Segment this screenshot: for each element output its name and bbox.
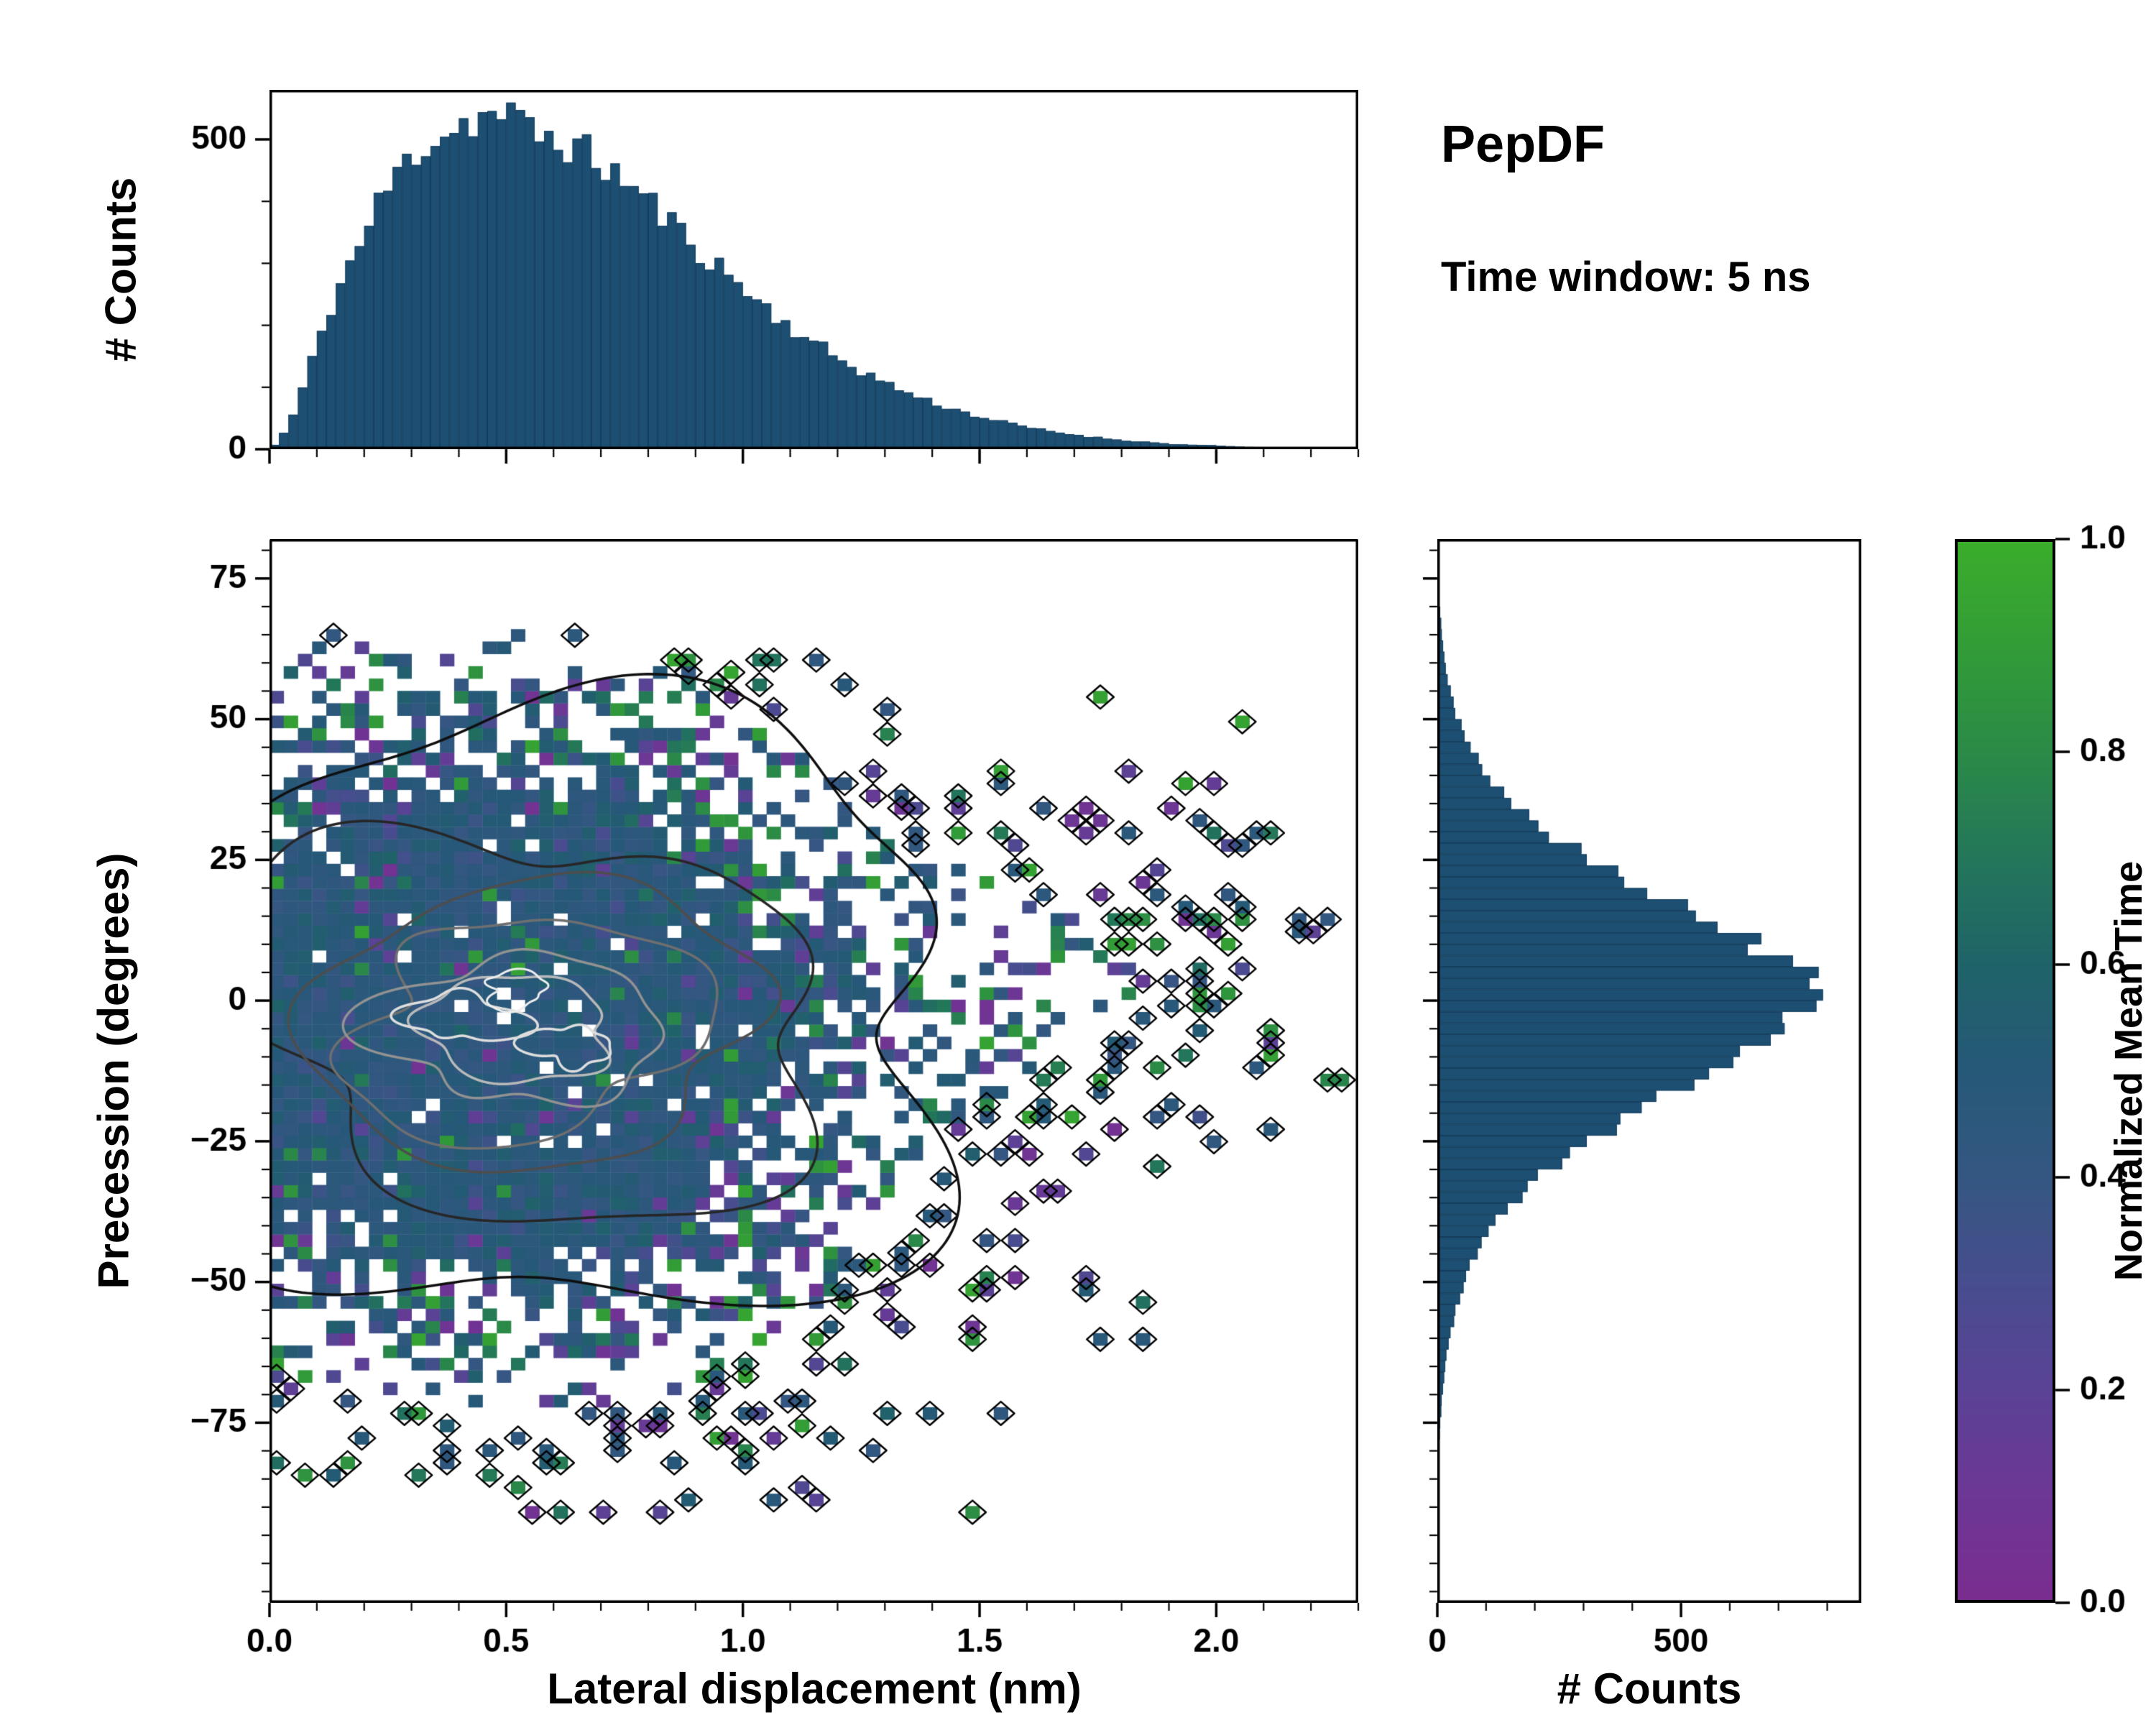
joint-x-axis-label: Lateral displacement (nm) — [547, 1665, 1082, 1713]
joint-y-axis-label: Precession (degrees) — [89, 852, 138, 1289]
right-hist-x-axis-label: # Counts — [1557, 1665, 1742, 1713]
right-marginal-histogram-canvas — [1437, 539, 1861, 1603]
joint-heatmap-canvas — [270, 539, 1358, 1603]
top-hist-y-axis-label: # Counts — [96, 177, 145, 362]
figure-title: PepDF — [1441, 116, 1606, 173]
colorbar-gradient — [1955, 539, 2055, 1603]
colorbar-label: Normalized Mean Time — [2107, 860, 2150, 1282]
time-window-annotation: Time window: 5 ns — [1441, 254, 1811, 300]
top-marginal-histogram-canvas — [270, 90, 1358, 449]
